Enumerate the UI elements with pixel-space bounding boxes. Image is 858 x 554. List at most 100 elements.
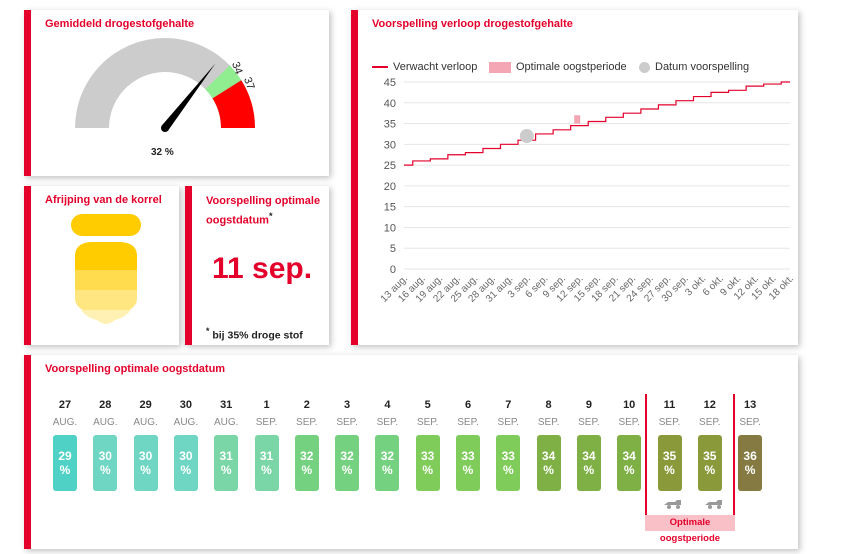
pill-value: 30 — [179, 449, 193, 463]
y-tick-label: 20 — [384, 181, 396, 193]
pill-value: 32 — [300, 449, 314, 463]
pill-unit: % — [180, 463, 192, 477]
timeline-day: 2 SEP. 32% — [289, 399, 325, 491]
day-number: 28 — [99, 399, 112, 411]
footnote-marker: * — [206, 326, 210, 336]
gauge-mark-high: 37 — [241, 76, 256, 92]
timeline-day: 12 SEP. 35% — [692, 399, 728, 491]
timeline-day: 29 AUG. 30% — [128, 399, 164, 491]
dry-matter-pill: 33% — [415, 435, 440, 491]
pill-value: 29 — [58, 449, 72, 463]
dry-matter-pill: 32% — [294, 435, 319, 491]
pill-value: 33 — [421, 449, 435, 463]
optimal-period-mark — [574, 115, 581, 124]
pill-unit: % — [704, 463, 716, 477]
kernel-band-3 — [75, 290, 137, 310]
day-month: SEP. — [618, 417, 640, 428]
day-month: SEP. — [255, 417, 278, 428]
dry-matter-pill: 36% — [738, 435, 763, 491]
pill-value: 36 — [743, 449, 757, 463]
day-month: SEP. — [578, 417, 600, 428]
y-tick-label: 25 — [384, 160, 396, 172]
kernel-band-1 — [75, 242, 137, 270]
harvest-date-title-wrap: Voorspelling optimale oogstdatum* — [206, 194, 330, 229]
pill-unit: % — [623, 463, 635, 477]
day-month: AUG. — [173, 417, 199, 428]
chart-title: Voorspelling verloop drogestofgehalte — [372, 18, 573, 30]
day-number: 10 — [623, 399, 636, 411]
footnote-text: bij 35% droge stof — [212, 329, 303, 342]
pill-unit: % — [301, 463, 313, 477]
day-month: SEP. — [457, 417, 479, 428]
day-number: 31 — [220, 399, 233, 411]
pill-unit: % — [382, 463, 393, 477]
dry-matter-pill: 32% — [375, 435, 400, 491]
y-tick-label: 15 — [384, 202, 396, 214]
gauge-track — [75, 38, 255, 128]
harvest-date-value: 11 sep. — [212, 252, 313, 285]
day-month: SEP. — [336, 417, 358, 428]
pill-value: 35 — [703, 449, 717, 463]
day-number: 12 — [703, 399, 716, 411]
legend-rect-swatch — [489, 61, 511, 73]
legend-forecast-date: Datum voorspelling — [639, 61, 749, 73]
timeline-day: 13 SEP. 36% — [732, 399, 768, 491]
legend-optimal: Optimale oogstperiode — [489, 61, 627, 73]
pill-unit: % — [422, 463, 434, 477]
pill-unit: % — [543, 463, 554, 477]
gauge-title: Gemiddeld drogestofgehalte — [45, 18, 195, 30]
harvester-icon — [664, 500, 681, 509]
kernel-top — [71, 214, 141, 236]
pill-value: 31 — [219, 449, 233, 463]
day-month: AUG. — [133, 417, 158, 428]
day-month: AUG. — [52, 417, 78, 428]
pill-unit: % — [664, 463, 675, 477]
day-month: AUG. — [93, 417, 118, 428]
timeline-day: 10 SEP. 34% — [611, 399, 647, 491]
gauge-needle — [161, 63, 216, 131]
gauge-over-zone — [212, 80, 255, 128]
day-number: 30 — [179, 399, 193, 411]
series-line-expected — [404, 81, 790, 166]
dry-matter-pill: 35% — [657, 435, 682, 491]
y-tick-label: 35 — [384, 119, 396, 131]
day-month: SEP. — [376, 417, 399, 428]
legend-circle-swatch — [639, 61, 650, 73]
pill-value: 31 — [259, 449, 274, 463]
timeline-day: 8 SEP. 34% — [531, 399, 567, 491]
day-number: 5 — [424, 399, 431, 411]
timeline-card: Voorspelling optimale oogstdatum Optimal… — [24, 355, 798, 549]
y-tick-label: 0 — [390, 264, 396, 276]
dry-matter-gauge: 34 37 — [75, 38, 257, 132]
timeline-day: 3 SEP. 32% — [329, 399, 365, 491]
dry-matter-pill: 33% — [456, 435, 480, 491]
timeline-day: 11 SEP. 35% — [652, 399, 688, 491]
timeline-day: 28 AUG. 30% — [87, 399, 123, 491]
timeline-day: 27 AUG. 29% — [47, 399, 83, 491]
timeline-day: 30 AUG. 30% — [168, 399, 204, 491]
dry-matter-pill: 33% — [496, 435, 521, 491]
day-number: 9 — [585, 399, 592, 411]
forecast-date-marker — [519, 129, 534, 144]
pill-value: 35 — [662, 449, 677, 463]
pill-value: 34 — [622, 449, 636, 463]
day-month: SEP. — [658, 417, 681, 428]
gauge-value-label: 32 % — [151, 147, 174, 158]
timeline-title: Voorspelling optimale oogstdatum — [45, 363, 226, 375]
timeline-day: 9 SEP. 34% — [571, 399, 607, 491]
timeline-day: 5 SEP. 33% — [410, 399, 446, 491]
day-month: SEP. — [296, 417, 318, 428]
pill-value: 33 — [461, 449, 475, 463]
legend-expected-label: Verwacht verloop — [393, 61, 478, 73]
dry-matter-pill: 34% — [576, 435, 601, 491]
dry-matter-pill: 29% — [53, 435, 77, 491]
optimal-period-label: Optimale oogstperiode — [645, 515, 735, 544]
pill-value: 30 — [98, 449, 112, 463]
timeline-day: 4 SEP. 32% — [369, 399, 405, 491]
harvest-date-footnote-wrap: * bij 35% droge stof — [206, 326, 303, 342]
dry-matter-pill: 31% — [254, 435, 279, 491]
dry-matter-pill: 32% — [335, 435, 360, 491]
pill-unit: % — [140, 463, 151, 477]
pill-unit: % — [220, 463, 232, 477]
pill-value: 30 — [138, 449, 153, 463]
